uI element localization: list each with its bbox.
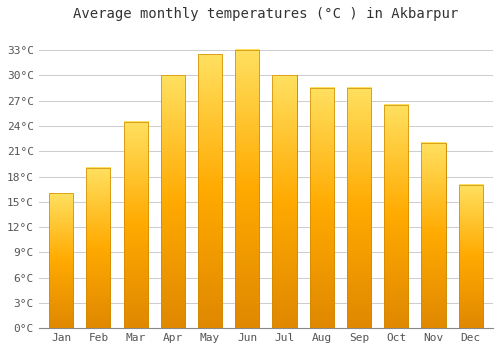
Bar [347,88,371,328]
Bar [272,75,296,328]
Bar [458,185,483,328]
Bar [422,143,446,328]
Bar [124,122,148,328]
Bar [198,54,222,328]
Bar [310,88,334,328]
Bar [235,50,260,328]
Bar [124,122,148,328]
Bar [272,75,296,328]
Bar [49,193,73,328]
Bar [49,193,73,328]
Bar [384,105,408,328]
Bar [422,143,446,328]
Bar [198,54,222,328]
Bar [347,88,371,328]
Bar [160,75,185,328]
Bar [458,185,483,328]
Bar [86,168,110,328]
Bar [384,105,408,328]
Bar [310,88,334,328]
Bar [235,50,260,328]
Bar [86,168,110,328]
Bar [160,75,185,328]
Title: Average monthly temperatures (°C ) in Akbarpur: Average monthly temperatures (°C ) in Ak… [74,7,458,21]
